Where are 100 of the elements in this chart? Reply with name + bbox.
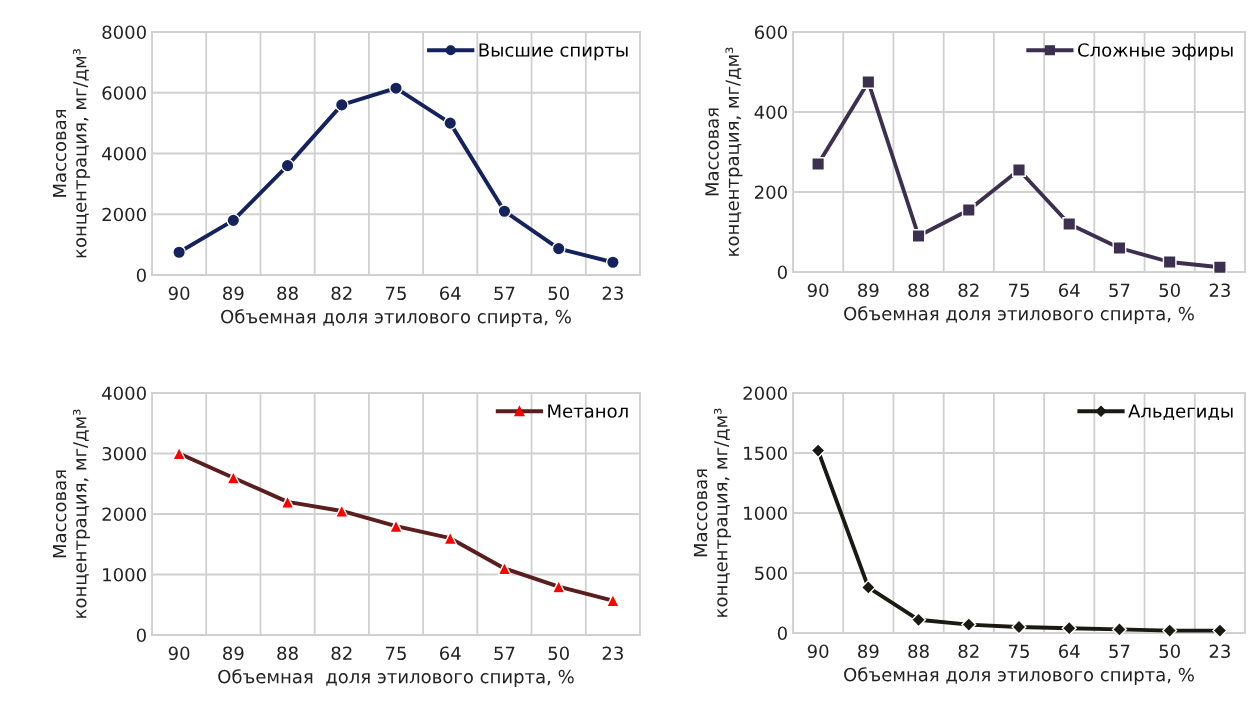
- y-tick-label: 400: [754, 105, 787, 120]
- legend-label: Альдегиды: [1128, 404, 1233, 421]
- point: [1111, 621, 1128, 637]
- point: [551, 241, 566, 256]
- x-tick-label: 57: [494, 646, 515, 661]
- x-tick-label: 50: [548, 286, 569, 301]
- y-tick-label: 2000: [102, 507, 146, 522]
- x-axis-title: Объемная доля этилового спирта, %: [218, 669, 574, 687]
- point: [497, 561, 512, 576]
- x-tick-label: 90: [807, 644, 829, 659]
- point: [910, 612, 927, 628]
- x-tick-label: 89: [223, 286, 244, 301]
- x-tick-label: 89: [858, 644, 879, 659]
- x-axis-title: Объемная доля этилового спирта, %: [221, 309, 571, 327]
- y-tick-label: 0: [777, 626, 787, 641]
- x-tick-label: 64: [1059, 644, 1080, 659]
- point: [605, 255, 620, 270]
- point: [443, 116, 458, 131]
- y-tick-label: 1000: [103, 567, 146, 582]
- x-tick-label: 88: [908, 283, 929, 298]
- x-tick-label: 57: [1109, 283, 1130, 298]
- point: [961, 203, 976, 217]
- x-tick-label: 75: [385, 286, 406, 301]
- x-tick-label: 75: [385, 646, 406, 661]
- legend-label: Сложные эфиры: [1078, 43, 1233, 61]
- x-tick-label: 50: [548, 646, 569, 661]
- x-tick-label: 23: [1209, 644, 1230, 659]
- x-tick-label: 89: [223, 646, 244, 661]
- point: [226, 213, 241, 228]
- x-tick-label: 75: [1008, 283, 1029, 298]
- x-tick-label: 82: [331, 286, 352, 301]
- y-tick-label: 0: [777, 265, 787, 280]
- point: [1162, 623, 1178, 639]
- legend-label: Метанол: [548, 404, 628, 418]
- x-tick-label: 82: [331, 646, 352, 661]
- point: [1212, 623, 1228, 639]
- y-tick-label: 600: [754, 25, 787, 40]
- y-tick-label: 200: [755, 185, 787, 200]
- y-tick-label: 4000: [102, 146, 146, 161]
- y-tick-label: 1000: [744, 506, 787, 521]
- point: [605, 593, 620, 608]
- y-axis-title: Массовая концентрация, мг/дм³: [693, 408, 732, 617]
- point: [280, 158, 295, 173]
- y-tick-label: 8000: [102, 25, 146, 40]
- y-tick-label: 6000: [102, 86, 146, 100]
- point: [1112, 241, 1127, 255]
- x-tick-label: 88: [277, 646, 298, 661]
- x-axis-title: Объемная доля этилового спирта, %: [844, 667, 1194, 685]
- legend-label: Высшие спирты: [479, 43, 628, 61]
- point: [1011, 619, 1027, 635]
- x-tick-label: 90: [168, 286, 190, 301]
- point: [1061, 620, 1077, 636]
- point: [1212, 260, 1227, 275]
- x-tick-label: 90: [807, 283, 829, 298]
- point: [334, 97, 349, 112]
- y-tick-label: 500: [755, 566, 787, 581]
- x-tick-label: 57: [494, 286, 515, 301]
- y-tick-label: 4000: [102, 386, 146, 401]
- x-tick-label: 64: [1059, 283, 1080, 298]
- y-axis-title: Массовая концентрация, мг/дм³: [52, 48, 91, 258]
- point: [1162, 255, 1177, 269]
- point: [861, 75, 876, 89]
- point: [334, 504, 349, 518]
- point: [389, 519, 403, 534]
- x-tick-label: 90: [168, 646, 190, 661]
- y-tick-label: 0: [136, 268, 146, 283]
- x-tick-label: 23: [602, 286, 623, 301]
- x-tick-label: 88: [908, 644, 929, 659]
- x-tick-label: 23: [1209, 283, 1230, 298]
- point: [911, 229, 926, 243]
- x-tick-label: 64: [440, 646, 461, 661]
- point: [860, 579, 876, 595]
- x-tick-label: 23: [602, 646, 623, 661]
- y-axis-title: Массовая концентрация, мг/дм³: [52, 409, 91, 618]
- y-tick-label: 2000: [743, 386, 787, 401]
- x-tick-label: 82: [958, 644, 979, 659]
- point: [810, 443, 826, 459]
- point: [497, 204, 512, 219]
- point: [172, 245, 187, 260]
- y-tick-label: 2000: [102, 207, 146, 222]
- y-axis-title: Массовая концентрация, мг/дм³: [705, 47, 743, 256]
- x-tick-label: 64: [440, 286, 461, 301]
- point: [1012, 163, 1026, 177]
- y-tick-label: 1500: [744, 446, 787, 461]
- point: [172, 446, 187, 461]
- x-tick-label: 82: [958, 283, 979, 298]
- point: [1062, 217, 1077, 231]
- x-tick-label: 89: [858, 283, 879, 298]
- point: [961, 617, 977, 633]
- x-axis-title: Объемная доля этилового спирта, %: [844, 306, 1194, 324]
- point: [811, 157, 826, 171]
- x-tick-label: 50: [1159, 644, 1180, 659]
- x-tick-label: 88: [277, 286, 298, 301]
- x-tick-label: 57: [1109, 644, 1130, 659]
- x-tick-label: 50: [1159, 283, 1180, 298]
- point: [389, 81, 403, 96]
- x-tick-label: 75: [1008, 644, 1029, 659]
- y-tick-label: 0: [136, 628, 146, 643]
- point: [443, 531, 458, 546]
- y-tick-label: 3000: [102, 446, 146, 461]
